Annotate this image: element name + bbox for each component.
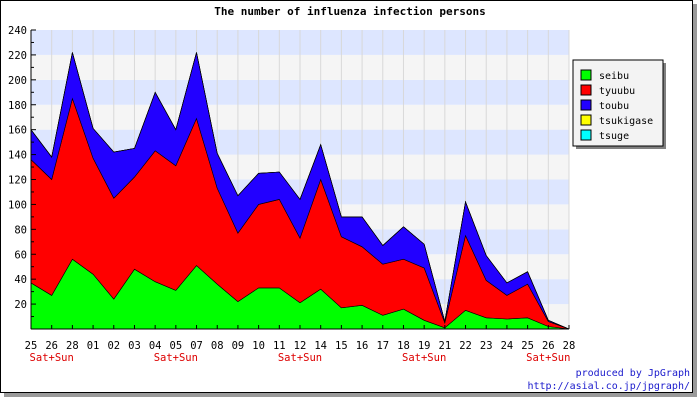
x-tick-labels: 25 26 28 01 02 03 04 05 07 08 09 10 11 12 14 15 16 17 18 19… — [25, 340, 576, 352]
weekend-label: Sat+Sun — [278, 352, 322, 364]
x-tick-label: 16 — [356, 340, 369, 352]
x-tick-label: 10 — [252, 340, 265, 352]
legend-swatch-tsukigase — [580, 114, 592, 126]
footer-credit: produced by JpGraph — [575, 368, 690, 379]
x-tick-label: 23 — [480, 340, 493, 352]
x-tick-label: 25 — [25, 340, 38, 352]
x-tick-label: 18 — [397, 340, 410, 352]
y-tick-label: 240 — [8, 25, 27, 37]
x-tick-label: 03 — [128, 340, 141, 352]
x-tick-label: 12 — [294, 340, 307, 352]
x-tick-label: 05 — [170, 340, 183, 352]
x-tick-label: 14 — [314, 340, 327, 352]
x-tick-label: 04 — [149, 340, 162, 352]
x-tick-label: 07 — [190, 340, 203, 352]
weekend-label: Sat+Sun — [30, 352, 74, 364]
x-tick-label: 22 — [459, 340, 472, 352]
y-tick-label: 220 — [8, 50, 27, 62]
y-tick-label: 160 — [8, 125, 27, 137]
y-tick-label: 80 — [14, 224, 27, 236]
legend-label-tsuge: tsuge — [599, 131, 629, 142]
x-tick-label: 25 — [521, 340, 534, 352]
x-tick-label: 26 — [45, 340, 58, 352]
x-tick-label: 09 — [232, 340, 245, 352]
legend-label-seibu: seibu — [599, 71, 629, 82]
footer-url[interactable]: http://asial.co.jp/jpgraph/ — [527, 381, 690, 392]
axes — [30, 29, 570, 330]
y-tick-label: 60 — [14, 249, 27, 261]
weekend-label: Sat+Sun — [402, 352, 446, 364]
y-tick-label: 40 — [14, 274, 27, 286]
y-tick-label: 200 — [8, 75, 27, 87]
x-tick-label: 11 — [273, 340, 286, 352]
x-tick-label: 17 — [376, 340, 389, 352]
x-tick-label: 08 — [211, 340, 224, 352]
legend-swatch-seibu — [580, 69, 592, 81]
y-tick-label: 20 — [14, 299, 27, 311]
x-tick-label: 15 — [335, 340, 348, 352]
y-tick-label: 120 — [8, 175, 27, 187]
x-tick-label: 24 — [501, 340, 514, 352]
y-tick-labels: 20 40 60 80 100 120 140 160 180 200 220 240 — [8, 25, 27, 311]
x-tick-label: 19 — [418, 340, 431, 352]
weekend-labels: Sat+Sun Sat+Sun Sat+Sun Sat+Sun Sat+Sun — [30, 352, 571, 364]
x-tick-label: 26 — [542, 340, 555, 352]
legend-label-toubu: toubu — [599, 101, 629, 112]
chart-title: The number of influenza infection person… — [214, 5, 486, 18]
legend-swatch-tsuge — [580, 129, 592, 141]
legend: seibu tyuubu toubu tsukigase tsuge — [572, 59, 666, 149]
x-tick-label: 02 — [107, 340, 120, 352]
legend-swatch-toubu — [580, 99, 592, 111]
x-tick-label: 01 — [87, 340, 100, 352]
y-tick-label: 100 — [8, 199, 27, 211]
y-tick-label: 180 — [8, 100, 27, 112]
x-tick-label: 28 — [563, 340, 576, 352]
x-tick-label: 28 — [66, 340, 79, 352]
weekend-label: Sat+Sun — [526, 352, 570, 364]
x-tick-label: 21 — [439, 340, 452, 352]
legend-label-tyuubu: tyuubu — [599, 86, 635, 97]
y-tick-label: 140 — [8, 150, 27, 162]
legend-label-tsukigase: tsukigase — [599, 116, 653, 127]
legend-swatch-tyuubu — [580, 84, 592, 96]
weekend-label: Sat+Sun — [154, 352, 198, 364]
